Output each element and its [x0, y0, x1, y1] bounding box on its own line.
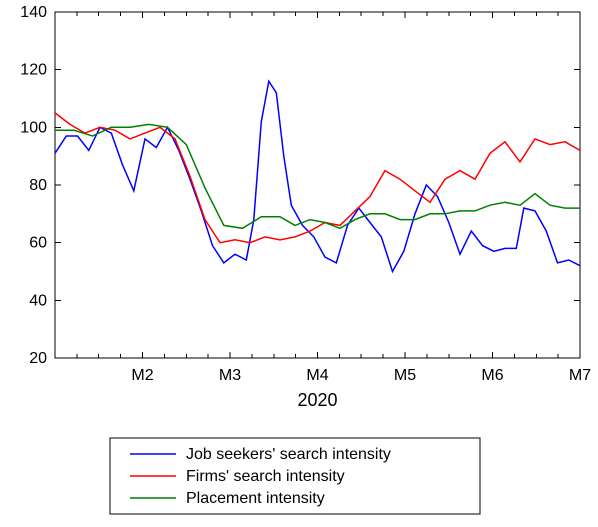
y-tick-label: 20 — [29, 350, 47, 367]
y-tick-label: 120 — [20, 62, 47, 79]
x-tick-label: M2 — [131, 367, 153, 384]
x-tick-label: M4 — [306, 367, 328, 384]
legend-label: Firms' search intensity — [186, 468, 345, 485]
series-job-seekers — [55, 81, 580, 271]
x-axis-year: 2020 — [297, 390, 337, 410]
y-tick-label: 140 — [20, 4, 47, 21]
y-tick-label: 40 — [29, 292, 47, 309]
x-tick-label: M3 — [219, 367, 241, 384]
x-tick-label: M5 — [394, 367, 416, 384]
y-tick-label: 60 — [29, 235, 47, 252]
y-tick-label: 100 — [20, 119, 47, 136]
series-placement — [55, 124, 580, 228]
x-tick-label: M6 — [481, 367, 503, 384]
legend-label: Placement intensity — [186, 490, 325, 507]
y-tick-label: 80 — [29, 177, 47, 194]
legend-label: Job seekers' search intensity — [186, 446, 391, 463]
x-tick-label: M7 — [569, 367, 591, 384]
plot-area — [55, 12, 580, 358]
series-firms — [55, 113, 580, 243]
